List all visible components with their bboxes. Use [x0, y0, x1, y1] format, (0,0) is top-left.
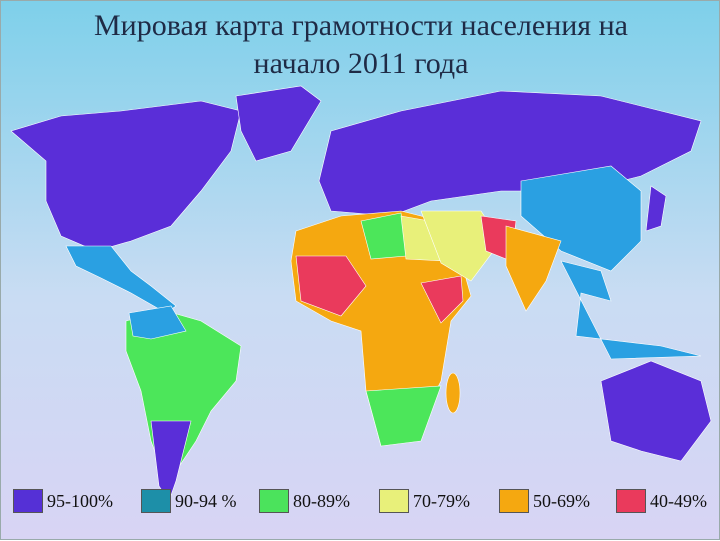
- japan: [645, 185, 667, 232]
- horn-of-africa: [420, 275, 464, 324]
- legend-item: 90-94 %: [141, 489, 237, 513]
- middle-east: [420, 210, 502, 282]
- title-line: Мировая карта грамотности населения на: [94, 9, 628, 42]
- greenland: [235, 85, 322, 162]
- east-asia: [520, 165, 642, 272]
- australia: [600, 360, 712, 462]
- southern-africa: [365, 385, 442, 447]
- central-america: [65, 245, 177, 314]
- legend-swatch: [13, 489, 43, 513]
- southern-cone: [150, 420, 192, 502]
- west-africa: [295, 255, 367, 317]
- legend-label: 80-89%: [293, 490, 350, 511]
- title: Мировая карта грамотности населения на н…: [1, 7, 720, 83]
- legend-label: 50-69%: [533, 490, 590, 511]
- northern-andes: [128, 305, 187, 340]
- legend-label: 70-79%: [413, 490, 470, 511]
- legend-item: 50-69%: [499, 489, 590, 513]
- legend-swatch: [259, 489, 289, 513]
- legend-item: 95-100%: [13, 489, 113, 513]
- legend-item: 40-49%: [616, 489, 707, 513]
- madagascar: [445, 372, 461, 414]
- eurasia-north: [318, 90, 702, 217]
- legend-swatch: [141, 489, 171, 513]
- legend-swatch: [379, 489, 409, 513]
- legend-item: 70-79%: [379, 489, 470, 513]
- north-america: [10, 100, 242, 252]
- title-line: начало 2011 года: [253, 47, 469, 80]
- legend-label: 40-49%: [650, 490, 707, 511]
- india: [505, 225, 562, 312]
- legend-swatch: [499, 489, 529, 513]
- countries: [10, 85, 712, 502]
- legend-swatch: [616, 489, 646, 513]
- legend-item: 80-89%: [259, 489, 350, 513]
- legend-label: 90-94 %: [175, 490, 237, 511]
- southeast-asia: [560, 260, 702, 360]
- legend-label: 95-100%: [47, 490, 113, 511]
